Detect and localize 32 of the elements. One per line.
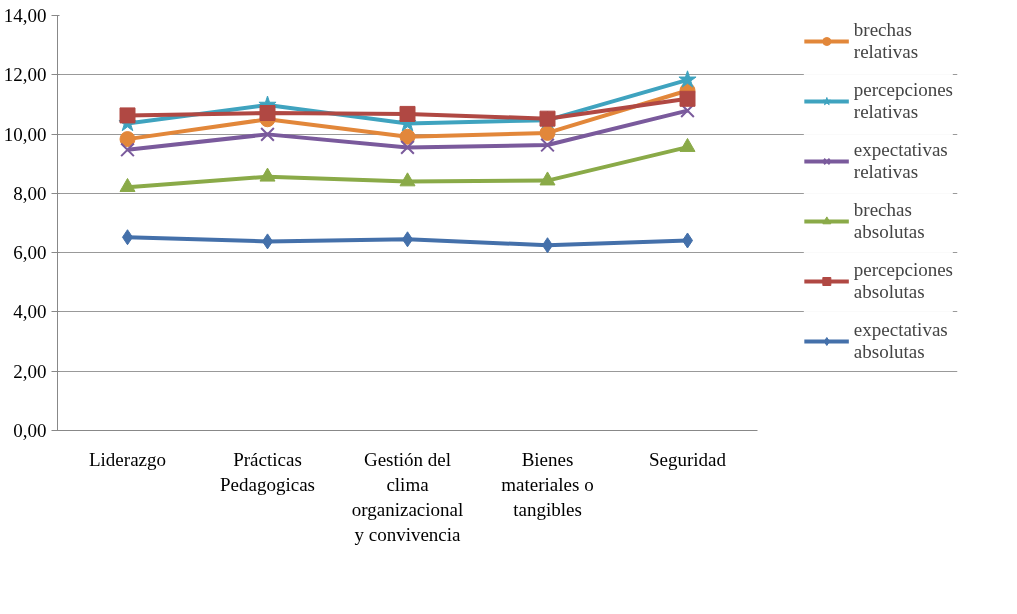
y-tick-label: 0,00 <box>13 420 47 441</box>
point <box>400 140 415 155</box>
legend-label: expectativas absolutas <box>853 319 948 363</box>
x-tick-label: Liderazgo <box>88 448 167 470</box>
legend-label: expectativas relativas <box>853 139 948 183</box>
y-tick-label: 4,00 <box>13 301 47 323</box>
y-tick-label: 10,00 <box>3 123 47 145</box>
y-tick-label: 6,00 <box>13 242 47 264</box>
point <box>119 131 136 148</box>
point <box>540 137 555 153</box>
x-tick-label: Bienes materiales o tangibles <box>501 448 594 520</box>
legend-label: brechas relativas <box>853 19 919 63</box>
x-tick-label: Gestión del clima organizacional y convivencia <box>351 448 464 546</box>
x-tick-label: Seguridad <box>648 448 727 470</box>
legend-label: brechas absolutas <box>853 199 925 243</box>
legend-label: percepciones relativas <box>853 79 953 123</box>
y-tick-label: 2,00 <box>13 360 47 382</box>
x-tick-label: Prácticas Pedagogicas <box>220 448 315 495</box>
y-tick-label: 12,00 <box>3 64 47 86</box>
point <box>259 105 276 122</box>
y-tick-label: 14,00 <box>3 5 47 26</box>
point <box>399 172 416 187</box>
point <box>678 70 697 88</box>
legend-label: percepciones absolutas <box>853 259 953 303</box>
point <box>399 105 416 122</box>
point <box>120 142 135 158</box>
point <box>260 127 275 142</box>
point <box>539 124 556 141</box>
point <box>119 107 136 124</box>
point <box>679 90 696 107</box>
point <box>399 128 416 145</box>
y-tick-label: 8,00 <box>13 182 47 204</box>
